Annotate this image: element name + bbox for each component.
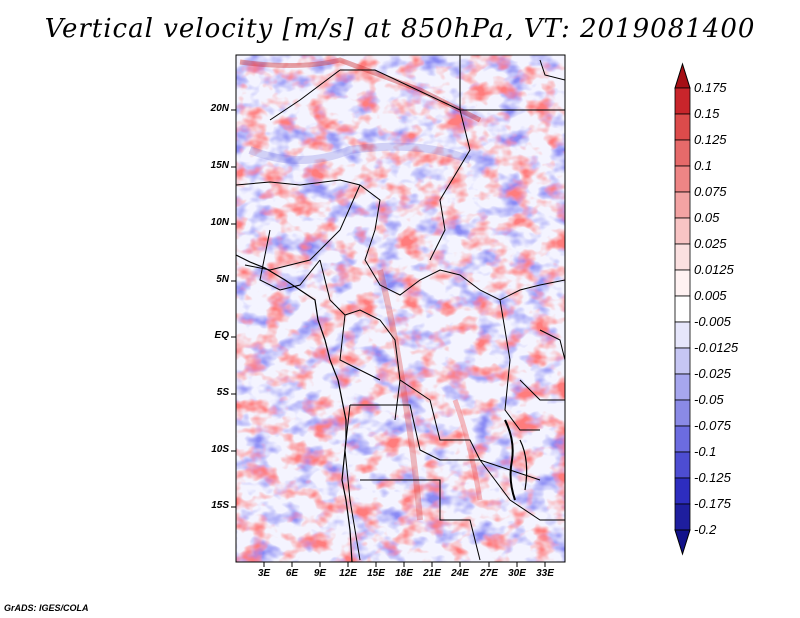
colorbar-swatch	[674, 503, 691, 531]
colorbar-label: -0.025	[694, 366, 731, 381]
colorbar-label: -0.005	[694, 314, 731, 329]
latitude-label: EQ	[214, 330, 229, 341]
colorbar-label: -0.0125	[694, 340, 739, 355]
colorbar-label: -0.075	[694, 418, 731, 433]
longitude-label: 33E	[536, 568, 554, 579]
coastline	[236, 254, 528, 562]
longitude-label: 12E	[339, 568, 357, 579]
longitude-label: 30E	[508, 568, 526, 579]
colorbar-label: -0.175	[694, 496, 731, 511]
colorbar-label: 0.0125	[694, 262, 734, 277]
colorbar-swatch	[674, 165, 691, 193]
colorbar-swatch	[674, 399, 691, 427]
colorbar-swatch	[674, 243, 691, 271]
colorbar-label: 0.175	[694, 80, 727, 95]
longitude-label: 6E	[285, 568, 299, 579]
colorbar-swatch	[674, 113, 691, 141]
longitude-label: 21E	[423, 568, 441, 579]
credit-text: GrADS: IGES/COLA	[4, 603, 89, 613]
colorbar-label: -0.05	[694, 392, 724, 407]
velocity-field	[236, 55, 565, 562]
latitude-label: 5S	[216, 387, 229, 398]
colorbar-label: 0.075	[694, 184, 727, 199]
colorbar-swatch	[674, 139, 691, 167]
colorbar	[674, 62, 691, 556]
colorbar-swatch	[674, 191, 691, 219]
map-frame	[235, 54, 566, 563]
colorbar-swatch	[674, 321, 691, 349]
latitude-label: 5N	[216, 274, 229, 285]
colorbar-label: 0.025	[694, 236, 727, 251]
colorbar-swatch	[674, 217, 691, 245]
longitude-label: 15E	[367, 568, 385, 579]
colorbar-label: 0.125	[694, 132, 727, 147]
colorbar-swatch	[674, 373, 691, 401]
chart-title: Vertical velocity [m/s] at 850hPa, VT: 2…	[44, 14, 756, 44]
colorbar-swatch	[674, 451, 691, 479]
longitude-label: 24E	[451, 568, 469, 579]
colorbar-swatch	[674, 295, 691, 323]
colorbar-label: -0.2	[694, 522, 717, 537]
colorbar-label: 0.15	[694, 106, 720, 121]
colorbar-label: 0.1	[694, 158, 713, 173]
colorbar-label: 0.05	[694, 210, 720, 225]
latitude-label: 20N	[210, 103, 229, 114]
latitude-label: 10N	[210, 217, 229, 228]
colorbar-bottom-arrow	[674, 529, 691, 556]
axis-ticks	[231, 109, 546, 567]
longitude-label: 18E	[395, 568, 413, 579]
colorbar-label: -0.1	[694, 444, 717, 459]
colorbar-swatch	[674, 477, 691, 505]
colorbar-label: -0.125	[694, 470, 731, 485]
longitude-label: 27E	[480, 568, 498, 579]
colorbar-swatch	[674, 347, 691, 375]
colorbar-swatch	[674, 87, 691, 115]
longitude-label: 9E	[313, 568, 327, 579]
latitude-label: 15S	[211, 500, 229, 511]
country-borders	[236, 55, 565, 561]
colorbar-label: 0.005	[694, 288, 727, 303]
latitude-label: 15N	[210, 160, 229, 171]
colorbar-swatch	[674, 269, 691, 297]
colorbar-top-arrow	[674, 62, 691, 89]
latitude-label: 10S	[211, 444, 229, 455]
colorbar-swatch	[674, 425, 691, 453]
longitude-label: 3E	[257, 568, 271, 579]
